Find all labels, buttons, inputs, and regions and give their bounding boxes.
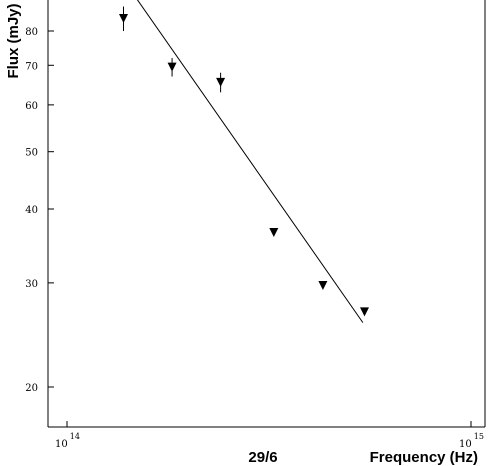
y-tick-label: 30	[25, 279, 38, 290]
fit-line	[136, 0, 364, 323]
y-tick-label: 40	[25, 205, 38, 216]
x-tick-label: 1015	[459, 432, 484, 450]
y-tick-label: 60	[25, 101, 38, 112]
data-point	[216, 77, 226, 87]
y-tick-label: 50	[25, 148, 38, 159]
x-axis-title: Frequency (Hz)	[370, 449, 478, 466]
y-tick-label: 70	[25, 61, 38, 72]
y-tick-label: 20	[25, 383, 38, 394]
data-point	[167, 62, 177, 72]
panel-label: 29/6	[248, 449, 277, 466]
data-point	[269, 228, 279, 238]
plot-frame	[47, 0, 486, 428]
x-tick-label: 1014	[55, 432, 80, 450]
x-ticks: 1014 1015	[55, 421, 484, 450]
data-point	[360, 307, 370, 317]
data-point	[119, 13, 129, 23]
y-ticks: 20 30 40 50 60 70 80	[25, 27, 54, 394]
data-points-layer	[119, 6, 370, 317]
fit-line-layer	[136, 0, 364, 323]
y-axis-title: Flux (mJy)	[5, 3, 22, 78]
y-tick-label: 80	[25, 27, 38, 38]
data-point	[318, 280, 328, 290]
